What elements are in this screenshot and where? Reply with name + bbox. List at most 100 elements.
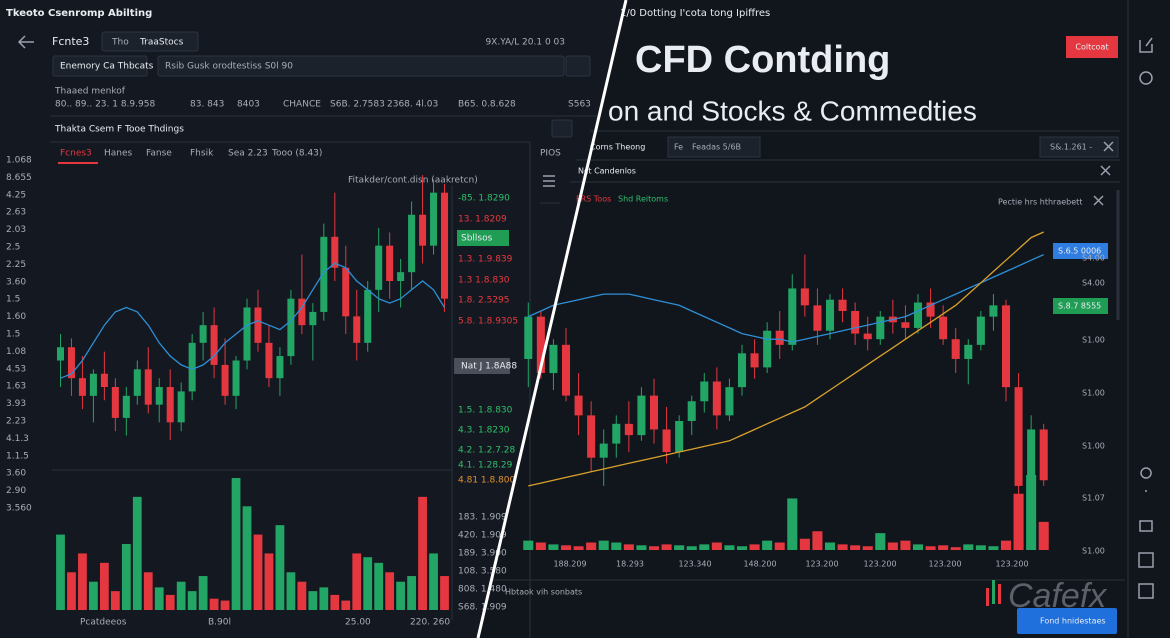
candle-body — [863, 333, 872, 340]
search-box[interactable] — [52, 55, 148, 77]
candle-body — [775, 330, 784, 345]
ticker-item: 80.. 89.. 23. 1 8.9.958 — [55, 100, 155, 110]
volume-bar — [330, 594, 340, 610]
price-tag — [1053, 243, 1108, 259]
price-tag-label: S.6.5 0006 — [1058, 247, 1101, 256]
chart-tab[interactable]: Fcnes3 — [60, 149, 92, 159]
close-icon[interactable] — [1093, 195, 1104, 206]
candle-body — [524, 316, 533, 359]
price-label: -85. 1.8290 — [458, 194, 510, 204]
filter-box[interactable] — [157, 55, 565, 77]
volume-bar — [787, 498, 798, 550]
moving-average — [528, 254, 1044, 343]
y-label: 1.60 — [6, 312, 26, 322]
settings-button[interactable] — [565, 55, 591, 77]
candle-body — [254, 307, 262, 343]
share-icon[interactable] — [1139, 37, 1153, 53]
y-label: 1.63 — [6, 382, 26, 392]
search-text[interactable]: Enemory Ca Thbcats — [60, 62, 154, 72]
close-icon[interactable] — [1103, 141, 1114, 152]
volume-bar — [209, 598, 219, 610]
volume-bar — [912, 544, 924, 550]
candle-body — [210, 325, 218, 365]
volume-bar — [963, 544, 974, 550]
chart-tab[interactable]: Fanse — [146, 149, 172, 159]
close-icon[interactable] — [1100, 165, 1111, 176]
volume-bar — [418, 496, 427, 610]
tab-box-text[interactable]: Feadas 5/6B — [692, 143, 741, 152]
tab-box-text[interactable]: Fe — [674, 143, 683, 152]
volume-bar — [121, 544, 131, 610]
lock-icon[interactable] — [1139, 520, 1153, 532]
grid-icon[interactable] — [1138, 583, 1154, 599]
volume-bar — [242, 506, 252, 610]
chart-tab[interactable]: Hanes — [104, 149, 133, 159]
volume-label: 183. 1.909 — [458, 513, 507, 523]
tab[interactable]: Tho — [111, 38, 129, 48]
back-button[interactable] — [17, 35, 34, 49]
volume-bar — [837, 544, 848, 550]
action-label[interactable]: Fond hnidestaes — [1040, 617, 1106, 626]
volume-bar — [99, 562, 109, 610]
price-labels: -85. 1.8290 13. 1.8209 Sbllsos 1.3. 1.9.839… — [454, 194, 518, 486]
tab[interactable]: TraaStocs — [139, 38, 184, 48]
layout-icon[interactable] — [1138, 552, 1154, 568]
price-label: 1.3. 1.9.839 — [458, 255, 513, 265]
volume-bar — [143, 572, 153, 610]
ticker-item: 2368. 4l.03 — [387, 100, 438, 110]
action-button[interactable] — [1017, 608, 1117, 634]
refresh-icon[interactable] — [1139, 71, 1153, 85]
volume-bar — [535, 542, 546, 550]
volume-bar — [636, 545, 647, 550]
y-label: 4.53 — [6, 364, 26, 374]
volume-bar — [661, 544, 672, 550]
chart-tab[interactable]: Sea 2.23 — [228, 149, 268, 159]
candle-body — [298, 298, 306, 326]
button[interactable] — [1066, 36, 1118, 58]
price-tag-label: S.8.7 8555 — [1058, 302, 1101, 311]
tab-label: Corns Theong — [590, 143, 645, 152]
hero-title: CFD Contding — [635, 39, 890, 81]
price-box[interactable] — [1039, 136, 1119, 158]
candle-body — [700, 381, 709, 402]
pin-icon[interactable] — [1140, 467, 1152, 492]
candle-body — [813, 305, 822, 331]
candle-body — [353, 316, 361, 343]
volume-bar — [925, 546, 936, 550]
legend-item: Shd Reitoms — [618, 195, 668, 204]
button-label[interactable]: Coltcoat — [1075, 43, 1108, 52]
menu-icon[interactable] — [543, 175, 555, 187]
volume-label: 808. 1.480 — [458, 585, 507, 595]
candle-body — [375, 245, 383, 290]
candle-body — [56, 347, 64, 361]
tab-box[interactable] — [667, 136, 761, 158]
y-label: 4.1.3 — [6, 434, 29, 444]
candle-body — [320, 236, 328, 312]
volume-bar — [440, 576, 449, 610]
candle-body — [587, 415, 596, 458]
tab-price: S&.1.261 - — [1050, 143, 1092, 152]
x-labels: 188.209 18.293 123.340 148.200 123.200 123.20… — [553, 560, 1028, 569]
volume-bar — [900, 540, 911, 550]
ticker-item: S6B. 2.7583 — [330, 100, 385, 110]
logo-bar — [992, 580, 995, 604]
filter-text[interactable]: Rsib Gusk orodtestiss S0l 90 — [165, 62, 293, 72]
moving-average — [528, 231, 1044, 487]
chart-tab[interactable]: Tooo (8.43) — [271, 149, 322, 159]
y-label: 1.5 — [6, 330, 20, 340]
x-label: 25.00 — [345, 618, 371, 628]
candle-body — [951, 339, 960, 359]
y-label: S1.00 — [1082, 442, 1105, 451]
candle-body — [763, 330, 772, 368]
candle-body — [838, 299, 847, 311]
y-labels: S4.00 S4.00 S1.00 S1.00 S1.00 S1.07 S1.00 — [1082, 254, 1105, 556]
y-label: 3.560 — [6, 504, 32, 514]
panel-button[interactable] — [551, 119, 573, 138]
candle-body — [155, 387, 163, 405]
tab-box[interactable] — [101, 31, 199, 52]
top-text: 1/0 Dotting I'cota tong Ipiffres — [620, 8, 770, 19]
chart-tab[interactable]: Fhsik — [190, 149, 214, 159]
candle-body — [574, 395, 583, 416]
y-label: 3.60 — [6, 469, 26, 479]
